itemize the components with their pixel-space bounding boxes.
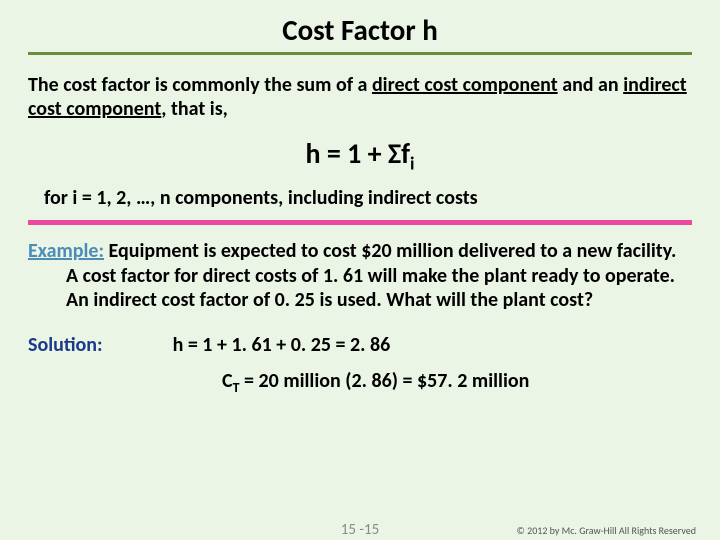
solution-label: Solution: bbox=[28, 333, 103, 357]
title-underline bbox=[28, 52, 692, 55]
page-number: 15 -15 bbox=[341, 521, 379, 539]
for-line: for i = 1, 2, …, n components, including… bbox=[44, 186, 692, 210]
intro-text-mid: and an bbox=[558, 73, 624, 97]
example-label: Example: bbox=[28, 239, 104, 263]
intro-paragraph: The cost factor is commonly the sum of a… bbox=[28, 73, 692, 122]
slide: Cost Factor h The cost factor is commonl… bbox=[0, 0, 720, 540]
intro-underline-1: direct cost component bbox=[372, 73, 558, 97]
ct-line: CT = 20 million (2. 86) = $57. 2 million bbox=[222, 369, 692, 396]
example-paragraph: Example: Equipment is expected to cost $… bbox=[28, 239, 692, 312]
formula-subscript: i bbox=[410, 152, 414, 174]
copyright: © 2012 by Mc. Graw-Hill All Rights Reser… bbox=[517, 524, 696, 537]
ct-result: $57. 2 million bbox=[417, 369, 529, 393]
ct-mid: = 20 million (2. 86) = bbox=[240, 369, 417, 393]
divider-pink bbox=[28, 220, 692, 225]
intro-text-pre: The cost factor is commonly the sum of a bbox=[28, 73, 372, 97]
formula-lhs: h = 1 + Σf bbox=[306, 136, 410, 171]
example-body: Equipment is expected to cost $20 millio… bbox=[66, 239, 676, 312]
solution-h: h = 1 + 1. 61 + 0. 25 = 2. 86 bbox=[173, 333, 391, 357]
intro-text-post: , that is, bbox=[161, 97, 228, 121]
ct-pre: C bbox=[222, 369, 233, 393]
solution-row: Solution: h = 1 + 1. 61 + 0. 25 = 2. 86 bbox=[28, 333, 692, 357]
slide-title: Cost Factor h bbox=[28, 12, 692, 48]
formula: h = 1 + Σfi bbox=[28, 136, 692, 175]
ct-subscript: T bbox=[233, 379, 240, 396]
